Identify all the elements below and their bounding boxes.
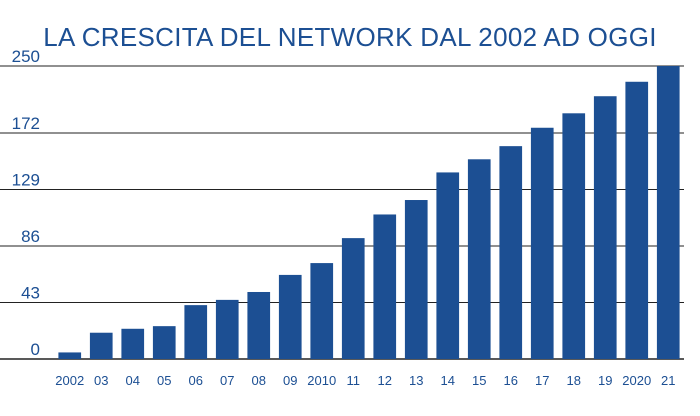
y-tick-label: 86 xyxy=(21,227,40,246)
x-tick-label: 2010 xyxy=(307,373,336,388)
x-tick-label: 12 xyxy=(378,373,392,388)
bar-2010 xyxy=(310,263,334,359)
bar-2020 xyxy=(625,81,649,359)
bar-04 xyxy=(121,328,145,359)
bar-15 xyxy=(467,159,491,359)
x-tick-label: 18 xyxy=(567,373,581,388)
y-tick-label: 129 xyxy=(12,171,40,190)
bar-06 xyxy=(184,305,208,359)
y-tick-label: 0 xyxy=(31,340,40,359)
x-tick-label: 09 xyxy=(283,373,297,388)
y-tick-label: 43 xyxy=(21,284,40,303)
bar-19 xyxy=(593,96,617,360)
bar-03 xyxy=(89,332,113,359)
bar-16 xyxy=(499,146,523,359)
bar-09 xyxy=(278,274,302,359)
y-axis-ticks: 0 43 86 129 172 250 xyxy=(12,47,40,359)
x-tick-label: 13 xyxy=(409,373,423,388)
bar-13 xyxy=(404,200,428,359)
bar-21 xyxy=(656,66,680,359)
bar-18 xyxy=(562,113,586,359)
x-tick-label: 08 xyxy=(252,373,266,388)
x-tick-label: 06 xyxy=(189,373,203,388)
x-tick-label: 21 xyxy=(661,373,675,388)
bar-08 xyxy=(247,291,271,359)
bars xyxy=(58,66,680,360)
bar-2002 xyxy=(58,352,82,359)
bar-17 xyxy=(530,127,554,360)
bar-07 xyxy=(215,299,239,359)
x-tick-label: 19 xyxy=(598,373,612,388)
bar-05 xyxy=(152,326,176,359)
x-tick-label: 17 xyxy=(535,373,549,388)
x-tick-label: 11 xyxy=(347,373,361,388)
x-tick-label: 2002 xyxy=(55,373,84,388)
x-tick-label: 03 xyxy=(94,373,108,388)
x-tick-label: 2020 xyxy=(622,373,651,388)
y-tick-label: 172 xyxy=(12,114,40,133)
x-tick-label: 16 xyxy=(504,373,518,388)
x-tick-label: 05 xyxy=(157,373,171,388)
x-axis-ticks: 2002 03 04 05 06 07 08 09 2010 11 12 13 14 15 16 17 18 19… xyxy=(55,373,675,388)
x-tick-label: 04 xyxy=(126,373,140,388)
y-tick-label: 250 xyxy=(12,47,40,66)
x-tick-label: 07 xyxy=(220,373,234,388)
bar-12 xyxy=(373,214,397,359)
bar-11 xyxy=(341,238,365,359)
bar-14 xyxy=(436,172,460,359)
x-tick-label: 14 xyxy=(441,373,455,388)
x-tick-label: 15 xyxy=(472,373,486,388)
chart-title: LA CRESCITA DEL NETWORK DAL 2002 AD OGGI xyxy=(43,22,657,52)
